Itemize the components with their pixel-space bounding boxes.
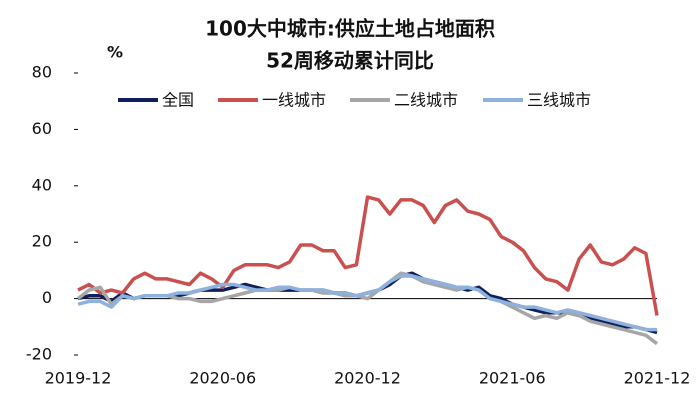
- y-axis-label: %: [107, 43, 123, 62]
- x-tick-label: 2021-12: [624, 369, 691, 388]
- legend-label: 全国: [162, 91, 194, 110]
- series-line: [77, 195, 659, 316]
- y-tick-label: 0: [42, 288, 52, 307]
- x-tick-label: 2019-12: [45, 369, 112, 388]
- chart-title: 100大中城市:供应土地占地面积: [205, 17, 495, 41]
- legend-label: 一线城市: [262, 91, 326, 110]
- y-tick-label: 60: [32, 119, 52, 138]
- y-tick-label: 80: [32, 63, 52, 82]
- y-tick-label: 40: [32, 175, 52, 194]
- legend-label: 三线城市: [527, 91, 591, 110]
- x-tick-label: 2021-06: [479, 369, 546, 388]
- series-line: [77, 274, 657, 332]
- series-line: [76, 271, 659, 346]
- legend-label: 二线城市: [394, 91, 458, 110]
- y-tick-label: -20: [26, 345, 52, 364]
- chart-subtitle: 52周移动累计同比: [266, 49, 434, 73]
- x-tick-label: 2020-06: [189, 369, 256, 388]
- y-tick-label: 20: [32, 232, 52, 251]
- x-tick-label: 2020-12: [334, 369, 401, 388]
